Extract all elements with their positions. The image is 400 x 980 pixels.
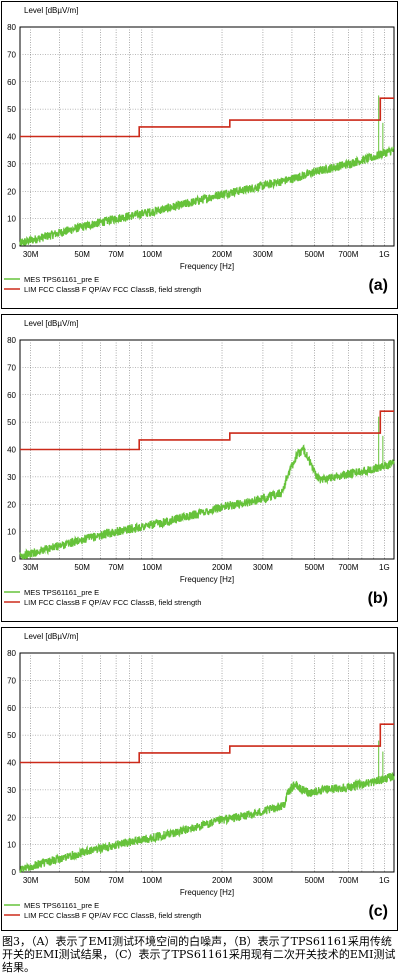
y-tick-label: 60 xyxy=(7,704,16,713)
x-tick-label: 100M xyxy=(142,876,162,885)
x-tick-label: 700M xyxy=(338,563,358,572)
x-tick-label: 1G xyxy=(379,563,390,572)
series-limit-line xyxy=(20,97,394,138)
y-axis-label: Level [dBµV/m] xyxy=(24,632,78,641)
x-tick-label: 200M xyxy=(212,250,232,259)
x-tick-label: 50M xyxy=(74,563,90,572)
legend-label-mes: MES TPS61161_pre E xyxy=(24,901,99,910)
y-tick-label: 40 xyxy=(7,446,16,455)
x-tick-label: 300M xyxy=(253,876,273,885)
figure-caption: 图3，（A）表示了EMI测试环境空间的白噪声，（B）表示了TPS61161采用传… xyxy=(2,935,396,974)
y-tick-label: 80 xyxy=(7,23,16,32)
chart-c: Level [dBµV/m] 0 10 20 30 40 50 60 70 80 30M 50M 70M… xyxy=(1,627,398,931)
legend-label-mes: MES TPS61161_pre E xyxy=(24,275,99,284)
series-mes-line xyxy=(19,772,395,874)
y-tick-label: 10 xyxy=(7,528,16,537)
x-tick-label: 100M xyxy=(142,563,162,572)
x-tick-label: 500M xyxy=(304,250,324,259)
y-tick-label: 30 xyxy=(7,786,16,795)
y-tick-label: 0 xyxy=(12,868,17,877)
y-tick-label: 30 xyxy=(7,473,16,482)
y-tick-label: 0 xyxy=(12,555,17,564)
y-tick-label: 70 xyxy=(7,50,16,59)
y-tick-label: 20 xyxy=(7,187,16,196)
y-tick-label: 60 xyxy=(7,78,16,87)
x-tick-label: 30M xyxy=(23,876,39,885)
panel-label: (c) xyxy=(368,903,388,920)
y-tick-label: 50 xyxy=(7,418,16,427)
x-axis-label: Frequency [Hz] xyxy=(180,575,234,584)
y-tick-label: 40 xyxy=(7,133,16,142)
panel-label: (a) xyxy=(368,277,388,294)
y-tick-label: 10 xyxy=(7,215,16,224)
x-tick-label: 700M xyxy=(338,876,358,885)
x-tick-label: 500M xyxy=(304,876,324,885)
x-tick-label: 500M xyxy=(304,563,324,572)
y-axis-label: Level [dBµV/m] xyxy=(24,319,78,328)
y-tick-label: 80 xyxy=(7,336,16,345)
legend-label-limit: LIM FCC ClassB F QP/AV FCC ClassB, field… xyxy=(24,911,201,920)
x-tick-label: 30M xyxy=(23,250,39,259)
chart-b: Level [dBµV/m] 0 10 20 30 40 50 60 70 80 30M 50M 70M… xyxy=(1,314,398,622)
x-tick-label: 70M xyxy=(108,876,124,885)
x-tick-label: 200M xyxy=(212,563,232,572)
x-tick-label: 30M xyxy=(23,563,39,572)
chart-panel-c: Level [dBµV/m] 0 10 20 30 40 50 60 70 80 30M 50M 70M… xyxy=(0,626,400,932)
series-mes-line xyxy=(19,145,395,246)
panel-label: (b) xyxy=(368,590,388,607)
legend-label-mes: MES TPS61161_pre E xyxy=(24,588,99,597)
x-axis-label: Frequency [Hz] xyxy=(180,888,234,897)
x-tick-label: 70M xyxy=(108,563,124,572)
y-tick-label: 10 xyxy=(7,841,16,850)
x-tick-label: 1G xyxy=(379,250,390,259)
x-tick-label: 200M xyxy=(212,876,232,885)
x-tick-label: 50M xyxy=(74,250,90,259)
x-tick-label: 300M xyxy=(253,250,273,259)
y-tick-label: 20 xyxy=(7,500,16,509)
y-tick-label: 40 xyxy=(7,759,16,768)
y-tick-label: 70 xyxy=(7,363,16,372)
x-axis-label: Frequency [Hz] xyxy=(180,262,234,271)
x-tick-label: 700M xyxy=(338,250,358,259)
y-tick-label: 60 xyxy=(7,391,16,400)
y-axis-label: Level [dBµV/m] xyxy=(24,6,78,15)
y-tick-label: 80 xyxy=(7,649,16,658)
x-tick-label: 50M xyxy=(74,876,90,885)
series-limit-line xyxy=(20,410,394,451)
y-tick-label: 50 xyxy=(7,731,16,740)
y-tick-label: 0 xyxy=(12,242,17,251)
x-tick-label: 300M xyxy=(253,563,273,572)
legend-label-limit: LIM FCC ClassB F QP/AV FCC ClassB, field… xyxy=(24,598,201,607)
x-tick-label: 100M xyxy=(142,250,162,259)
x-tick-label: 1G xyxy=(379,876,390,885)
y-tick-label: 20 xyxy=(7,813,16,822)
series-limit-line xyxy=(20,723,394,764)
chart-panel-a: Level [dBµV/m] 0 10 20 30 40 50 60 70 80 30M 50M 70M… xyxy=(0,0,400,310)
x-tick-label: 70M xyxy=(108,250,124,259)
y-tick-label: 70 xyxy=(7,676,16,685)
chart-panel-b: Level [dBµV/m] 0 10 20 30 40 50 60 70 80 30M 50M 70M… xyxy=(0,313,400,623)
y-tick-label: 30 xyxy=(7,160,16,169)
y-tick-label: 50 xyxy=(7,105,16,114)
series-mes-line xyxy=(19,444,395,560)
legend-label-limit: LIM FCC ClassB F QP/AV FCC ClassB, field… xyxy=(24,285,201,294)
chart-a: Level [dBµV/m] 0 10 20 30 40 50 60 70 80 30M 50M 70M… xyxy=(1,1,398,309)
